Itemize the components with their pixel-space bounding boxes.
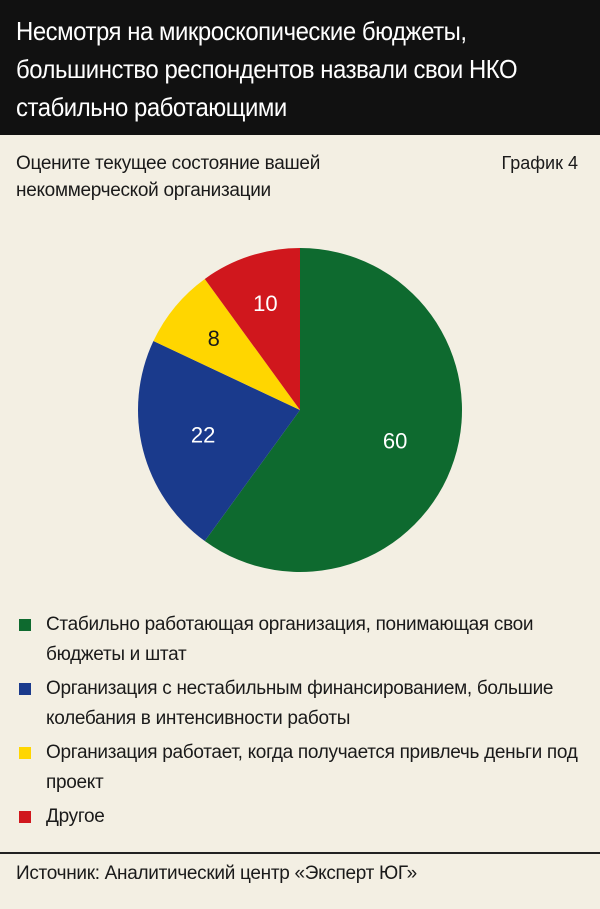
- legend-item: Стабильно работающая организация, понима…: [16, 610, 586, 670]
- legend-item: Другое: [16, 802, 586, 832]
- legend-label: Другое: [46, 806, 105, 827]
- legend-label: Стабильно работающая организация, понима…: [46, 614, 534, 665]
- chart-number-label: График 4: [501, 153, 578, 173]
- source-divider: [0, 852, 600, 854]
- legend-swatch: [19, 619, 31, 631]
- legend-label: Организация работает, когда получается п…: [46, 742, 578, 793]
- legend-item: Организация работает, когда получается п…: [16, 738, 586, 798]
- chart-title: Несмотря на микроскопические бюджеты, бо…: [16, 16, 518, 122]
- legend-item: Организация с нестабильным финансировани…: [16, 674, 586, 734]
- pie-slice-value-label: 60: [383, 428, 407, 453]
- legend-label: Организация с нестабильным финансировани…: [46, 678, 554, 729]
- pie-slice-value-label: 10: [253, 291, 277, 316]
- pie-chart: 60 22 8 10: [138, 248, 463, 573]
- pie-slice-2: [138, 341, 300, 542]
- pie-slice-3: [153, 278, 300, 410]
- chart-header: Несмотря на микроскопические бюджеты, бо…: [0, 0, 600, 135]
- pie-slice-value-label: 22: [191, 422, 215, 447]
- chart-subtitle: Оцените текущее состояние вашей некоммер…: [16, 153, 321, 201]
- legend-swatch: [19, 683, 31, 695]
- legend: Стабильно работающая организация, понима…: [16, 610, 586, 836]
- legend-swatch: [19, 747, 31, 759]
- pie-slice-value-label: 8: [208, 326, 220, 351]
- pie-slice-1: [204, 248, 463, 573]
- legend-swatch: [19, 811, 31, 823]
- pie-slice-4: [204, 248, 300, 410]
- source-note: Источник: Аналитический центр «Эксперт Ю…: [16, 863, 417, 884]
